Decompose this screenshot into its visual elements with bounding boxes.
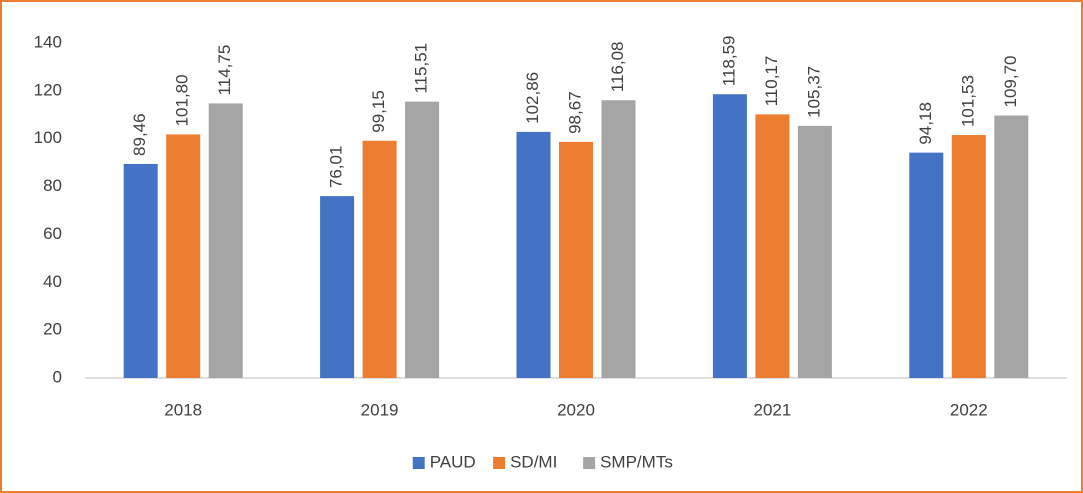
y-tick-label: 0 [53,367,62,386]
x-tick-label: 2021 [753,400,791,419]
bar [712,94,747,378]
y-tick-label: 40 [43,272,62,291]
value-label: 99,15 [369,90,388,133]
legend-label: PAUD [430,452,476,471]
value-label: 98,67 [565,91,584,134]
y-tick-label: 100 [34,128,62,147]
legend-swatch [583,457,596,469]
x-tick-label: 2022 [950,400,988,419]
value-label: 101,53 [958,75,977,127]
value-label: 102,86 [523,72,542,124]
value-label: 109,70 [1001,56,1020,108]
bar [755,114,790,378]
bar [405,101,440,378]
y-tick-label: 80 [43,176,62,195]
bar [559,141,593,378]
legend-label: SD/MI [510,452,557,471]
x-tick-label: 2018 [164,400,202,419]
legend-label: SMP/MTs [600,452,673,471]
bar [797,125,832,378]
value-label: 76,01 [327,146,346,189]
y-tick-label: 120 [34,80,62,99]
y-tick-label: 20 [43,320,62,339]
x-tick-label: 2019 [361,400,399,419]
legend-swatch [493,457,506,469]
x-tick-label: 2020 [557,400,595,419]
y-tick-label: 60 [43,224,62,243]
bar [601,100,636,378]
bar [516,131,551,378]
bar [123,163,158,378]
value-label: 94,18 [916,102,935,145]
value-label: 116,08 [608,42,627,93]
value-label: 118,59 [719,35,738,86]
value-label: 110,17 [762,56,781,107]
legend-swatch [412,457,425,469]
bar [320,196,355,378]
value-label: 115,51 [412,43,431,94]
bar [208,103,243,378]
value-label: 101,80 [173,74,192,126]
bar [362,140,397,378]
value-label: 89,46 [130,113,149,156]
bar [166,134,201,378]
value-label: 114,75 [215,45,234,96]
bar [951,135,986,378]
bar [994,115,1029,378]
y-tick-label: 140 [34,32,62,51]
bar [909,152,944,378]
value-label: 105,37 [804,66,823,118]
